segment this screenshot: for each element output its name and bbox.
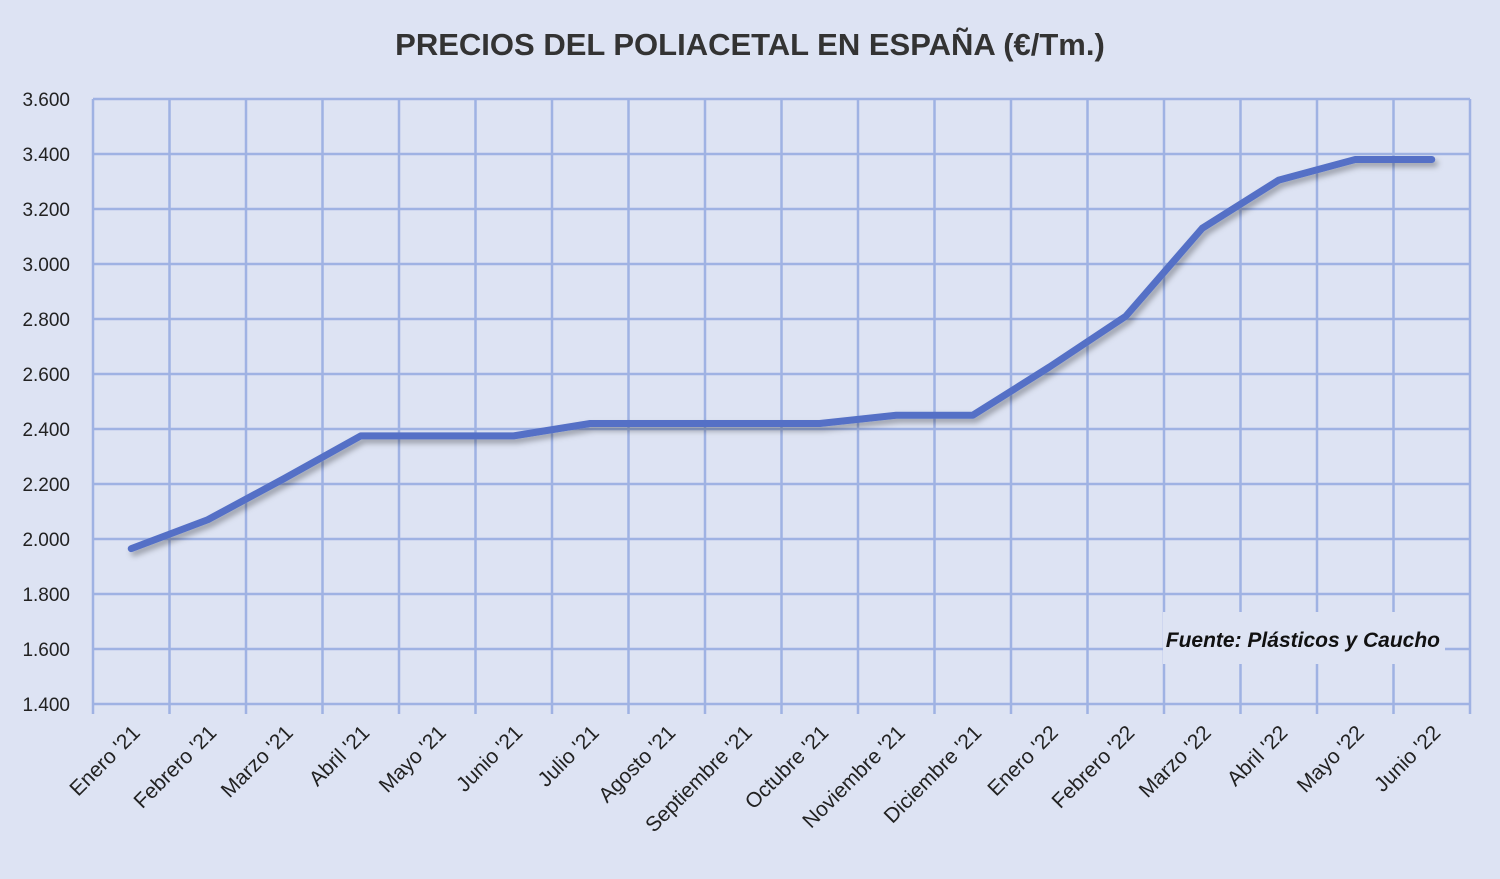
series-line [127,156,1436,553]
x-tick-label: Enero '21 [65,721,144,800]
x-tick-label: Julio '21 [533,721,603,791]
y-tick-label: 1.400 [22,695,70,716]
chart-title: PRECIOS DEL POLIACETAL EN ESPAÑA (€/Tm.) [395,27,1105,62]
x-tick-label: Mayo '22 [1293,721,1369,797]
y-tick-label: 2.600 [22,365,70,386]
x-tick-label: Abril '21 [305,721,374,790]
y-tick-label: 2.000 [22,530,70,551]
x-tick-label: Mayo '21 [375,721,451,797]
y-tick-label: 1.800 [22,585,70,606]
y-tick-label: 3.400 [22,145,70,166]
y-tick-label: 3.600 [22,90,70,111]
x-tick-label: Marzo '22 [1135,721,1216,802]
x-tick-label: Febrero '21 [130,721,222,813]
y-axis: 1.400 1.600 1.800 2.000 2.200 2.400 2.600 2.800… [22,90,70,716]
x-tick-label: Enero '22 [983,721,1062,800]
annotation-background [1163,612,1445,664]
y-tick-label: 3.000 [22,255,70,276]
y-tick-label: 2.200 [22,475,70,496]
x-tick-label: Febrero '22 [1048,721,1140,813]
x-tick-label: Marzo '21 [217,721,298,802]
series-layer [127,156,1436,553]
y-tick-label: 1.600 [22,640,70,661]
grid [91,97,1472,714]
x-tick-label: Junio '21 [452,721,527,796]
y-tick-label: 2.400 [22,420,70,441]
y-tick-label: 3.200 [22,200,70,221]
x-tick-label: Abril '22 [1223,721,1292,790]
y-tick-label: 2.800 [22,310,70,331]
x-tick-label: Junio '22 [1370,721,1445,796]
source-annotation: Fuente: Plásticos y Caucho [1166,629,1440,652]
